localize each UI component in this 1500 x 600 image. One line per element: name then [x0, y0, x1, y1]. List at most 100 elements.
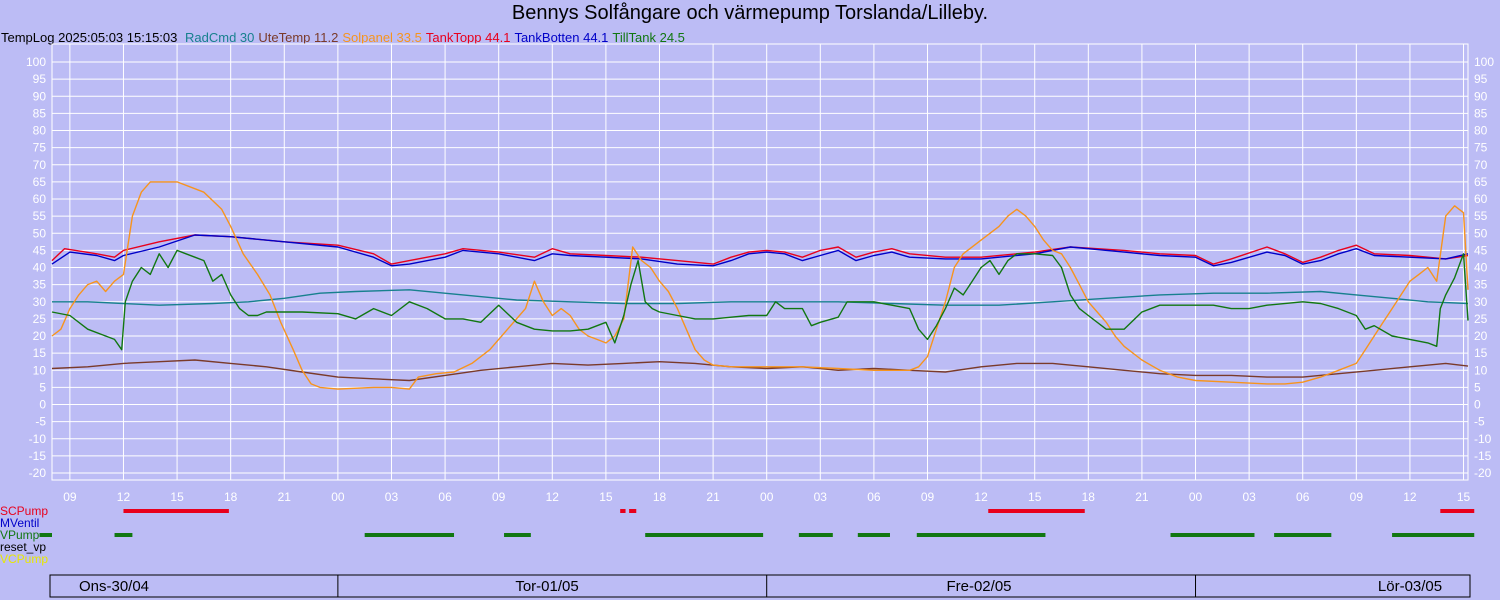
y-tick-label-left: 5	[39, 380, 46, 394]
x-tick-label: 00	[760, 490, 774, 504]
y-tick-label-right: 20	[1474, 329, 1488, 343]
x-tick-label: 15	[1457, 490, 1471, 504]
y-tick-label-right: -5	[1474, 415, 1485, 429]
x-tick-label: 03	[385, 490, 399, 504]
x-tick-label: 18	[653, 490, 667, 504]
y-tick-label-left: 0	[39, 398, 46, 412]
day-label: Fre-02/05	[946, 578, 1011, 595]
y-tick-label-right: 80	[1474, 124, 1488, 138]
x-tick-label: 21	[278, 490, 292, 504]
y-tick-label-right: 85	[1474, 106, 1488, 120]
x-tick-label: 15	[170, 490, 184, 504]
y-tick-label-right: 95	[1474, 72, 1488, 86]
digital-label: reset_vp	[0, 540, 46, 554]
x-tick-label: 00	[1189, 490, 1203, 504]
y-tick-label-left: 90	[33, 89, 47, 103]
day-label: Tor-01/05	[515, 578, 578, 595]
x-tick-label: 06	[867, 490, 881, 504]
digital-label: MVentil	[0, 516, 39, 530]
legend-entry: TillTank 24.5	[612, 30, 685, 45]
x-tick-label: 21	[706, 490, 720, 504]
y-tick-label-left: 50	[33, 226, 47, 240]
series-line-tilltank	[51, 249, 1469, 351]
x-tick-label: 18	[224, 490, 238, 504]
y-tick-label-right: 90	[1474, 89, 1488, 103]
digital-label: VCPump	[0, 552, 48, 566]
series-line-tanktopp	[51, 234, 1469, 265]
digital-label: VPump	[0, 528, 40, 542]
y-tick-label-left: -20	[29, 466, 47, 480]
legend-entry: TankBotten 44.1	[514, 30, 609, 45]
y-tick-label-left: 20	[33, 329, 47, 343]
y-tick-label-right: -10	[1474, 432, 1492, 446]
legend-entry: Solpanel 33.5	[342, 30, 422, 45]
y-tick-label-right: 45	[1474, 243, 1488, 257]
x-tick-label: 18	[1082, 490, 1096, 504]
y-tick-label-left: 35	[33, 278, 47, 292]
series-line-tankbotten	[51, 234, 1469, 267]
y-tick-label-right: 75	[1474, 141, 1488, 155]
y-tick-label-right: 65	[1474, 175, 1488, 189]
y-tick-label-left: 75	[33, 141, 47, 155]
day-axis-frame	[49, 574, 1471, 598]
legend-entry: RadCmd 30	[185, 30, 255, 45]
series-line-solpanel	[51, 181, 1469, 390]
x-tick-label: 00	[331, 490, 345, 504]
x-tick-label: 12	[546, 490, 560, 504]
y-tick-label-right: 30	[1474, 295, 1488, 309]
y-tick-label-right: 35	[1474, 278, 1488, 292]
y-tick-label-right: 10	[1474, 363, 1488, 377]
y-tick-label-left: 15	[33, 346, 47, 360]
plot-frame	[51, 43, 1469, 481]
x-tick-label: 06	[438, 490, 452, 504]
series-line-radcmd	[52, 289, 1469, 306]
series-line-utetemp	[51, 359, 1469, 382]
y-tick-label-left: 85	[33, 106, 47, 120]
y-tick-label-right: 50	[1474, 226, 1488, 240]
y-tick-label-left: 10	[33, 363, 47, 377]
x-tick-label: 03	[1242, 490, 1256, 504]
x-tick-label: 15	[1028, 490, 1042, 504]
y-tick-label-left: 45	[33, 243, 47, 257]
day-label: Ons-30/04	[79, 578, 149, 595]
y-tick-label-left: 70	[33, 158, 47, 172]
y-tick-label-left: 65	[33, 175, 47, 189]
x-tick-label: 12	[1403, 490, 1417, 504]
x-tick-label: 06	[1296, 490, 1310, 504]
x-tick-label: 03	[814, 490, 828, 504]
y-tick-label-left: 40	[33, 261, 47, 275]
y-tick-label-left: 55	[33, 209, 47, 223]
y-tick-label-left: 100	[26, 55, 46, 69]
y-tick-label-right: 100	[1474, 55, 1494, 69]
y-tick-label-left: 60	[33, 192, 47, 206]
x-tick-label: 09	[492, 490, 506, 504]
legend-entry: TankTopp 44.1	[425, 30, 511, 45]
chart-title: Bennys Solfångare och värmepump Torsland…	[511, 2, 989, 24]
y-tick-label-right: -20	[1474, 466, 1492, 480]
x-tick-label: 15	[599, 490, 613, 504]
y-tick-label-right: 55	[1474, 209, 1488, 223]
legend-entry: UteTemp 11.2	[258, 30, 339, 45]
y-tick-label-right: 5	[1474, 380, 1481, 394]
y-tick-label-right: 25	[1474, 312, 1488, 326]
y-tick-label-right: 0	[1474, 398, 1481, 412]
y-tick-label-left: 80	[33, 124, 47, 138]
digital-label: SCPump	[0, 504, 48, 518]
y-tick-label-left: 25	[33, 312, 47, 326]
y-tick-label-left: 30	[33, 295, 47, 309]
y-tick-label-right: 40	[1474, 261, 1488, 275]
y-tick-label-right: 15	[1474, 346, 1488, 360]
y-tick-label-left: -10	[29, 432, 47, 446]
x-tick-label: 09	[1350, 490, 1364, 504]
x-tick-label: 12	[974, 490, 988, 504]
y-tick-label-left: -5	[35, 415, 46, 429]
y-tick-label-left: 95	[33, 72, 47, 86]
x-tick-label: 09	[63, 490, 77, 504]
y-tick-label-right: -15	[1474, 449, 1492, 463]
y-tick-label-right: 70	[1474, 158, 1488, 172]
x-tick-label: 12	[117, 490, 131, 504]
x-tick-label: 21	[1135, 490, 1149, 504]
day-label: Lör-03/05	[1378, 578, 1442, 595]
y-tick-label-left: -15	[29, 449, 47, 463]
